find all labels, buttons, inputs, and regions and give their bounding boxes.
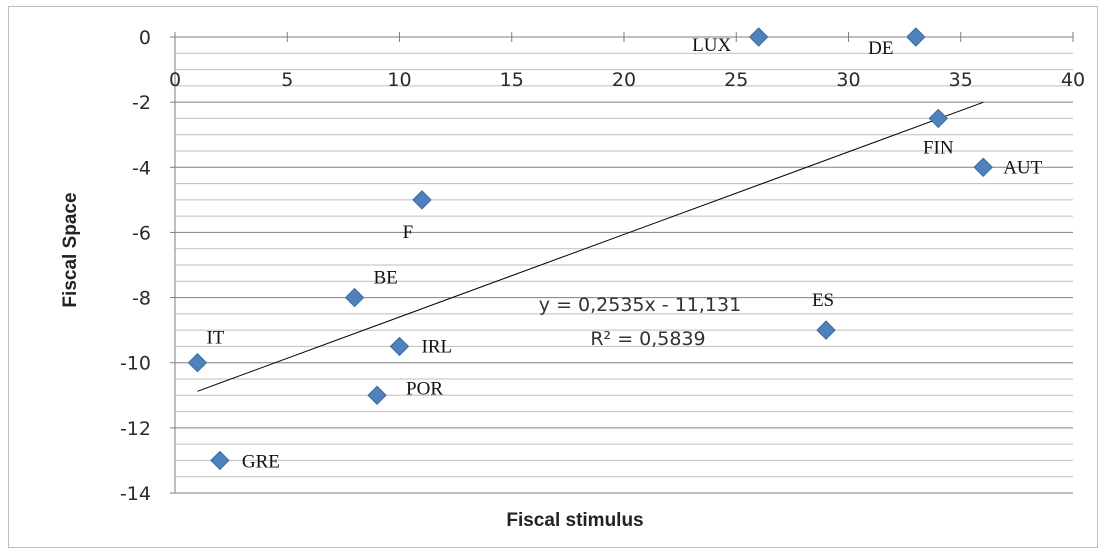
- x-tick-label: 25: [724, 69, 748, 91]
- point-label-irl: IRL: [422, 336, 453, 357]
- point-label-es: ES: [812, 290, 834, 311]
- x-tick-labels: 0 5 10 15 20 25 30 35 40: [169, 69, 1085, 91]
- point-label-f: F: [403, 222, 414, 243]
- x-tick-label: 30: [836, 69, 860, 91]
- chart-frame: [8, 6, 1098, 548]
- data-point-lux: [748, 27, 769, 47]
- gridlines: [175, 52, 1073, 494]
- data-point-irl: [389, 336, 410, 357]
- x-tick-label: 5: [281, 69, 293, 91]
- x-tick-label: 40: [1061, 69, 1085, 91]
- x-axis-title: Fiscal stimulus: [506, 510, 643, 531]
- x-tick-label: 0: [169, 69, 181, 91]
- trendline: [197, 101, 984, 392]
- point-label-be: BE: [373, 268, 397, 289]
- data-point-es: [816, 320, 836, 340]
- point-label-it: IT: [206, 328, 224, 349]
- y-tick-label: -12: [120, 418, 151, 440]
- y-tick-label: 0: [139, 27, 151, 49]
- x-tick-label: 20: [612, 69, 636, 91]
- x-tick-label: 10: [387, 69, 411, 91]
- point-labels: LUX DE FIN AUT F BE ES IRL IT POR GRE: [206, 35, 1042, 472]
- y-tick-label: -8: [132, 288, 151, 310]
- x-tick-label: 15: [500, 69, 524, 91]
- point-label-aut: AUT: [1003, 157, 1042, 178]
- y-tick-labels: 0 -2 -4 -6 -8 -10 -12 -14: [120, 27, 151, 505]
- point-label-de: DE: [868, 38, 893, 59]
- y-axis-title: Fiscal Space: [60, 192, 81, 307]
- point-label-fin: FIN: [923, 137, 954, 158]
- r-squared-label: R² = 0,5839: [590, 328, 705, 350]
- data-point-f: [412, 190, 432, 210]
- data-point-it: [187, 353, 208, 373]
- data-points: [187, 27, 993, 471]
- data-point-de: [906, 27, 926, 47]
- data-point-aut: [973, 157, 993, 177]
- point-label-por: POR: [406, 378, 443, 399]
- axes: [170, 32, 1074, 494]
- y-tick-label: -6: [132, 222, 151, 244]
- data-point-gre: [210, 450, 230, 471]
- data-point-por: [367, 385, 387, 405]
- point-label-lux: LUX: [692, 35, 731, 56]
- y-tick-label: -14: [120, 483, 151, 505]
- data-point-be: [344, 287, 365, 308]
- trendline-equation: y = 0,2535x - 11,131: [539, 294, 741, 316]
- y-tick-label: -4: [132, 157, 151, 179]
- data-point-fin: [928, 108, 949, 129]
- point-label-gre: GRE: [242, 451, 280, 472]
- x-tick-label: 35: [949, 69, 973, 91]
- y-tick-label: -10: [120, 353, 151, 375]
- y-tick-label: -2: [132, 92, 151, 114]
